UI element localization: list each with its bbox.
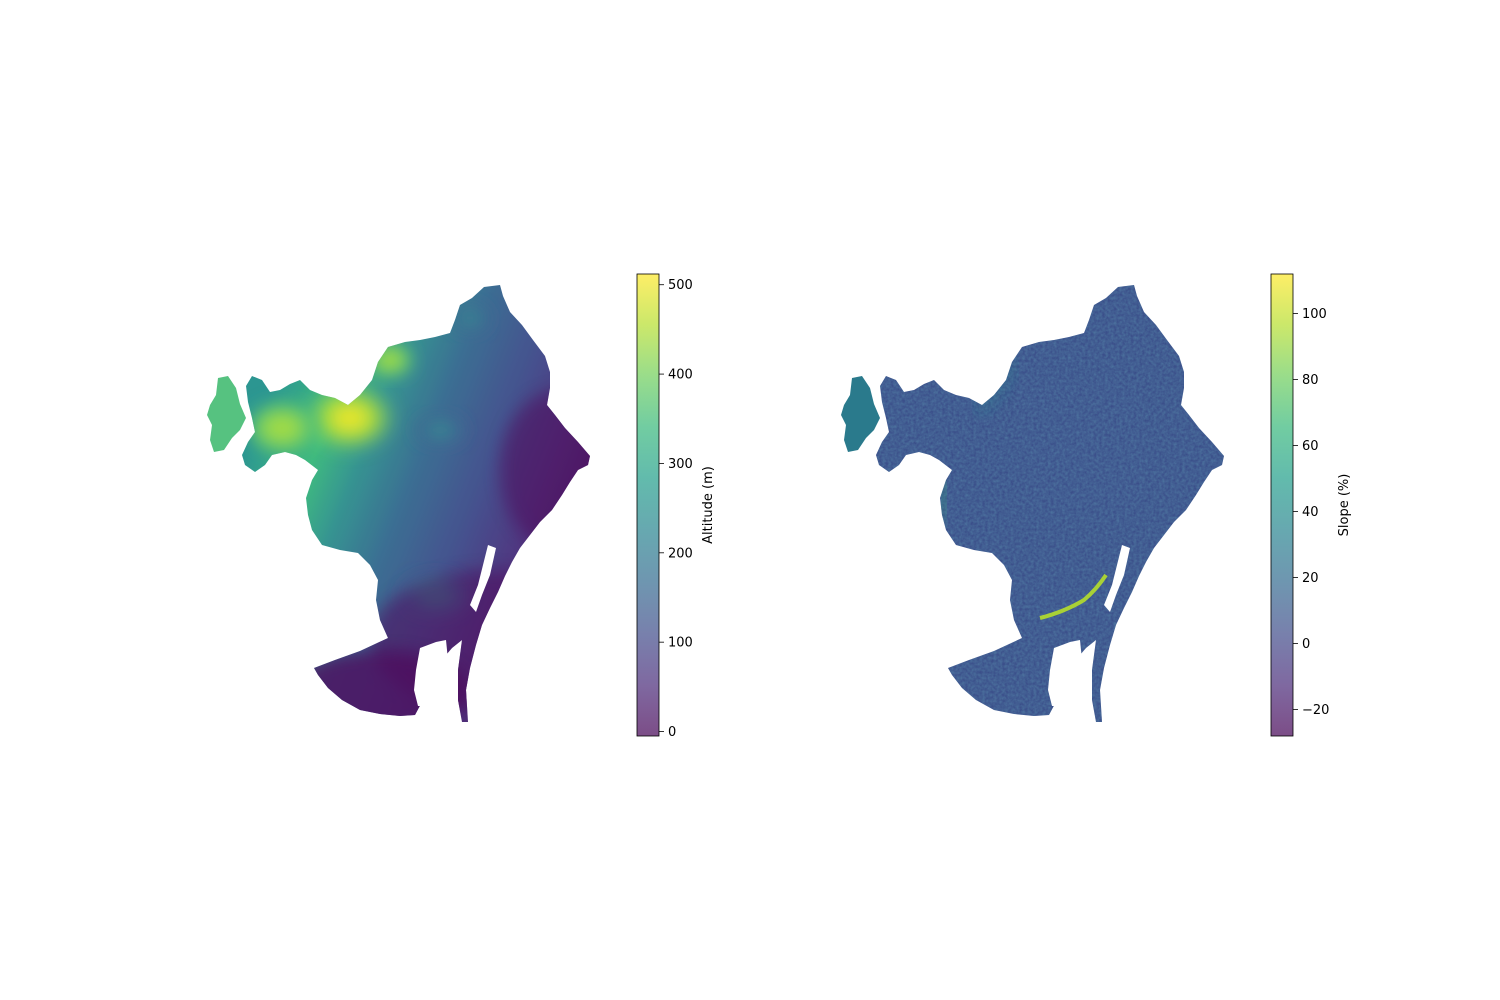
altitude-colorbar-label: Altitude (m)	[701, 466, 716, 544]
altitude-colorbar: 0 100 200 300 400 500 Altitude (m)	[636, 273, 716, 740]
altitude-colorbar-tick-label: 0	[668, 725, 676, 740]
slope-steep-edge	[1039, 573, 1108, 620]
altitude-colorbar-tick-label: 300	[668, 457, 693, 472]
slope-colorbar-frame	[1270, 273, 1294, 737]
altitude-colorbar-tick-label: 500	[668, 278, 693, 293]
slope-colorbar-tick-label: −20	[1302, 703, 1329, 718]
slope-colorbar-label: Slope (%)	[1337, 474, 1352, 537]
altitude-colorbar-tick-label: 100	[668, 636, 693, 651]
altitude-ridge-west	[242, 398, 322, 458]
slope-colorbar-tick-label: 60	[1302, 439, 1319, 454]
altitude-peak	[302, 382, 398, 454]
altitude-map	[207, 285, 590, 722]
slope-colorbar-gradient	[1271, 274, 1293, 736]
altitude-hill-island	[207, 376, 246, 452]
altitude-colorbar-frame	[636, 273, 660, 737]
slope-colorbar-tick-label: 100	[1302, 307, 1327, 322]
slope-map	[841, 285, 1224, 722]
slope-colorbar-tick-label: 0	[1302, 637, 1310, 652]
slope-colorbar: −20 0 20 40 60 80 100 Slope (%)	[1270, 273, 1352, 737]
altitude-colorbar-ticks: 0 100 200 300 400 500	[659, 278, 693, 740]
altitude-colorbar-gradient	[637, 274, 659, 736]
slope-colorbar-tick-label: 20	[1302, 571, 1319, 586]
altitude-colorbar-tick-label: 200	[668, 546, 693, 561]
slope-colorbar-tick-label: 40	[1302, 505, 1319, 520]
slope-colorbar-tick-label: 80	[1302, 373, 1319, 388]
altitude-colorbar-tick-label: 400	[668, 368, 693, 383]
slope-colorbar-ticks: −20 0 20 40 60 80 100	[1293, 307, 1329, 718]
